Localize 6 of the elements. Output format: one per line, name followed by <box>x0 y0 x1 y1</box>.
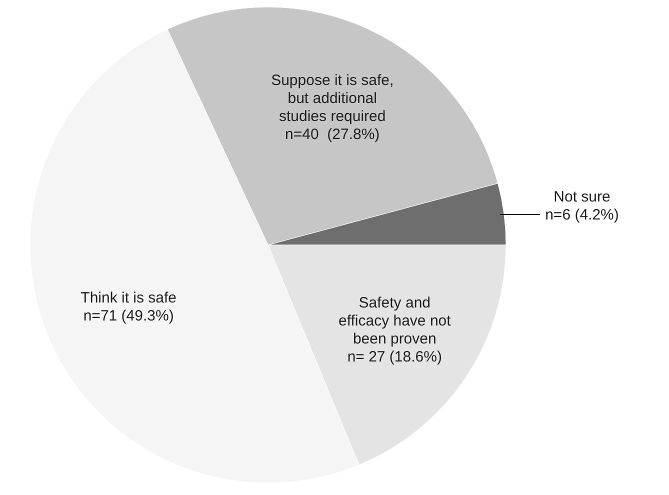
data-label: n=40 (27.8%) <box>285 126 380 143</box>
data-label: n=71 (49.3%) <box>83 307 174 324</box>
slice-label: Think it is safe <box>80 289 177 306</box>
data-label: n= 27 (18.6%) <box>347 348 442 366</box>
data-label: n=6 (4.2%) <box>545 206 619 224</box>
slice-label: Not sure <box>554 188 610 206</box>
